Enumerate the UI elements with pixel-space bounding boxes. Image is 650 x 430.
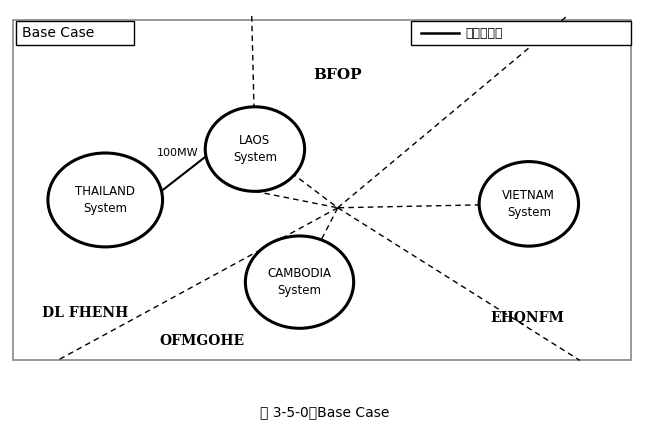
Ellipse shape [205,107,305,191]
Ellipse shape [246,236,354,328]
Text: Base Case: Base Case [22,26,95,40]
Text: THAILAND
System: THAILAND System [75,185,135,215]
Text: 図 3-5-0　Base Case: 図 3-5-0 Base Case [260,405,390,419]
FancyBboxPatch shape [13,20,630,360]
Text: 既設連系線: 既設連系線 [465,27,502,40]
Text: VIETNAM
System: VIETNAM System [502,189,555,219]
FancyBboxPatch shape [411,21,630,46]
Ellipse shape [479,162,578,246]
Ellipse shape [48,153,162,247]
FancyBboxPatch shape [16,21,134,46]
Text: OFMGOHE: OFMGOHE [159,334,244,348]
Text: EHQNFM: EHQNFM [491,310,564,324]
Text: LAOS
System: LAOS System [233,134,277,164]
Text: DL FHENH: DL FHENH [42,307,128,320]
Text: 100MW: 100MW [157,148,198,158]
Text: CAMBODIA
System: CAMBODIA System [268,267,332,297]
Text: BFOP: BFOP [313,68,362,82]
